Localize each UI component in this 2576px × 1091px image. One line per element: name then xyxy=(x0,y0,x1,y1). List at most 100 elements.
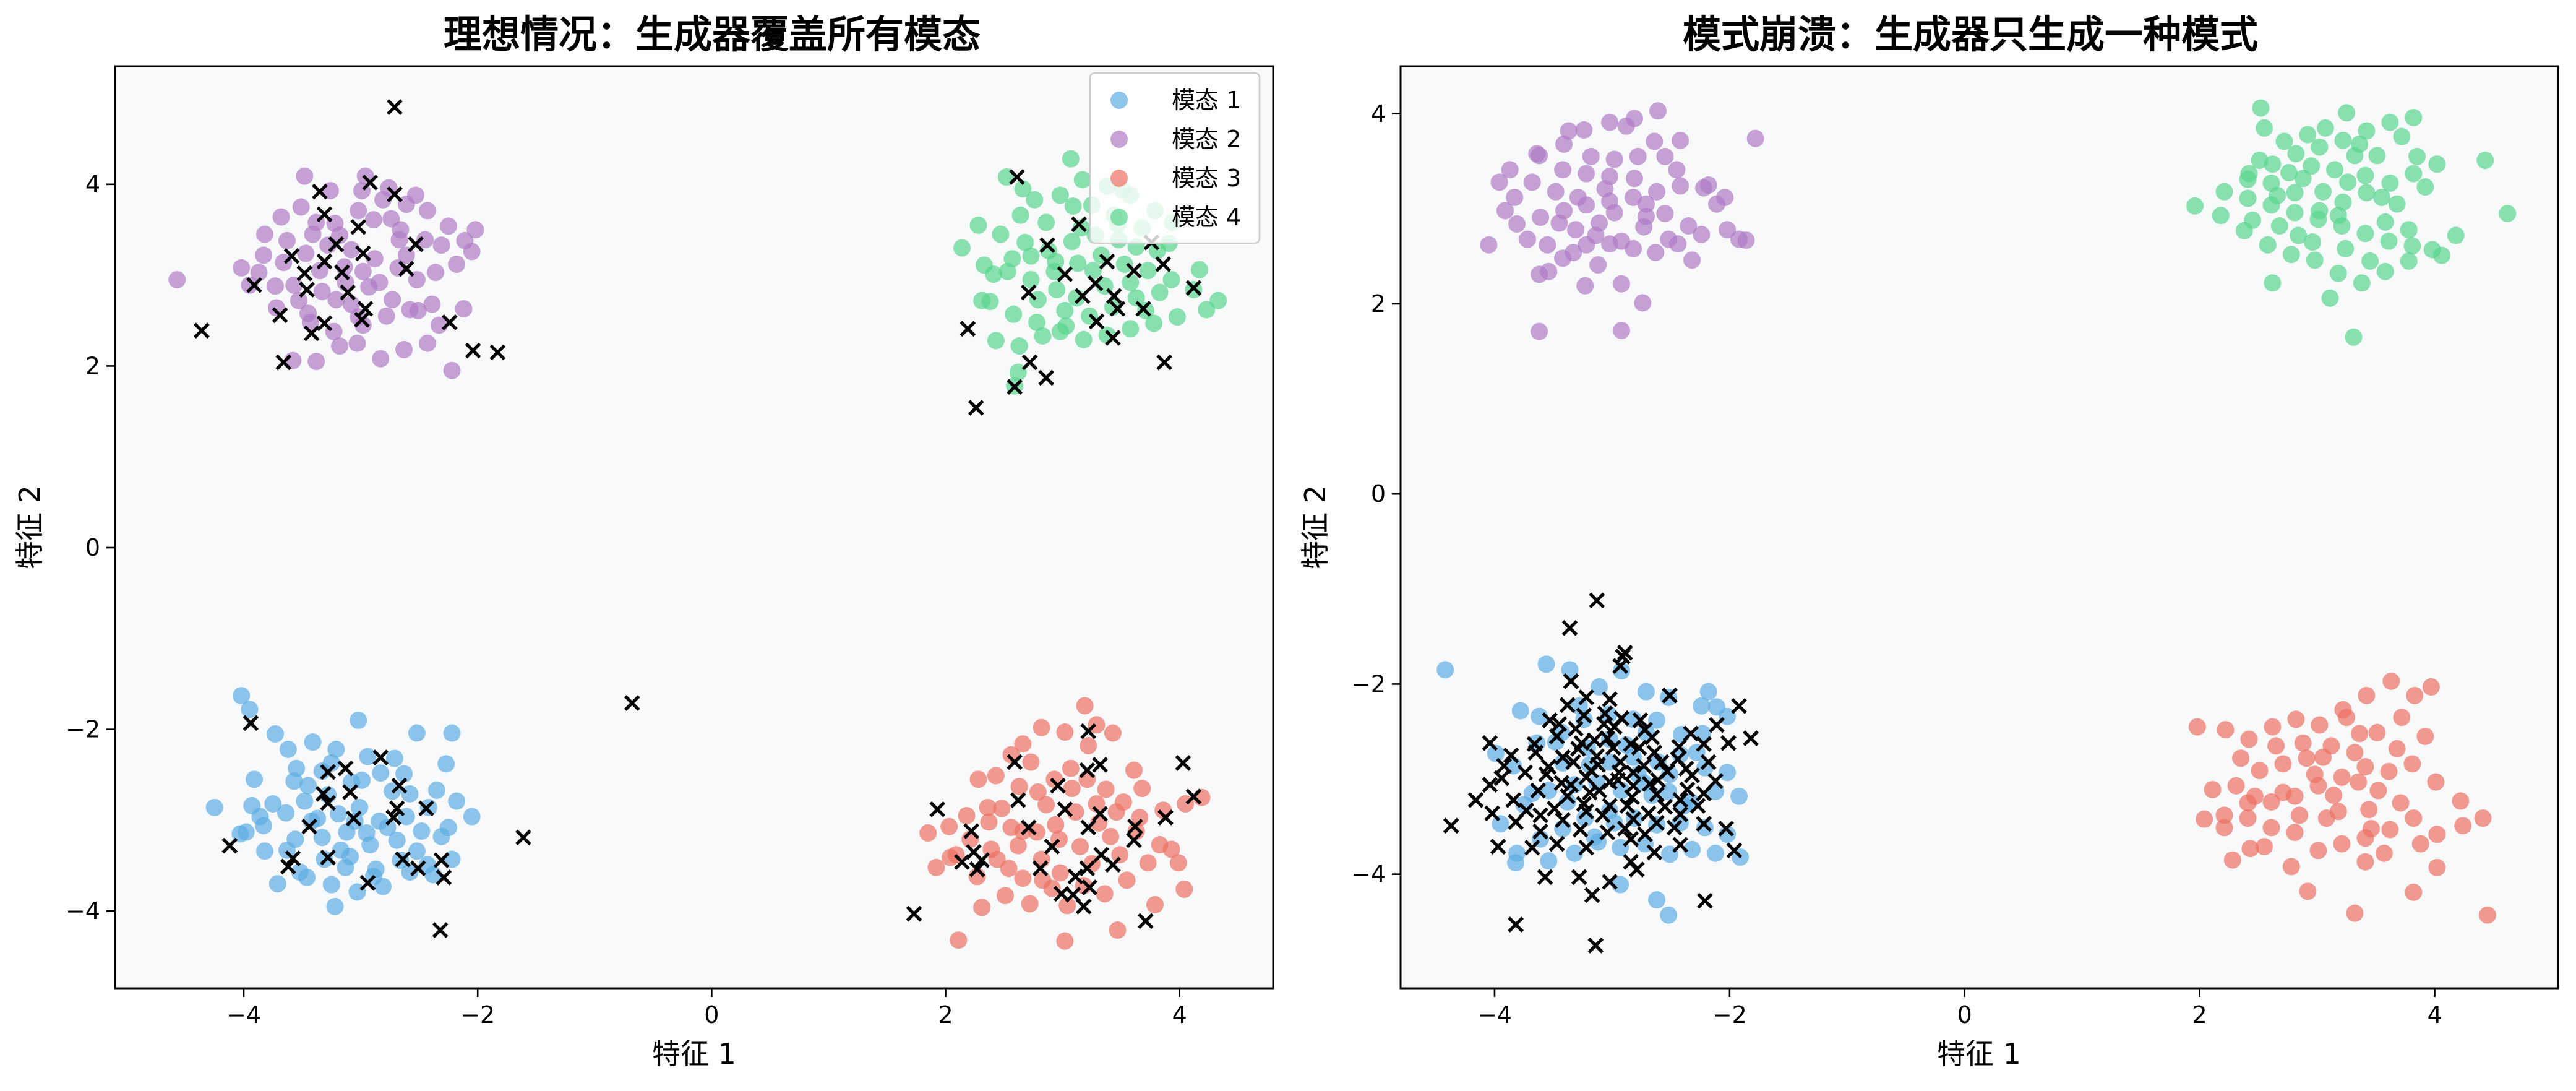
y-tick-label: 0 xyxy=(85,534,100,561)
real-sample-point xyxy=(1063,780,1081,798)
generated-sample-point xyxy=(1135,301,1151,317)
real-sample-point xyxy=(1047,816,1065,834)
generated-sample-point xyxy=(359,874,376,891)
real-sample-point xyxy=(168,270,186,288)
generated-sample-point xyxy=(1619,798,1636,814)
generated-sample-point xyxy=(1594,807,1611,824)
real-sample-point xyxy=(2196,810,2213,828)
real-sample-point xyxy=(985,265,1003,283)
generated-sample-point xyxy=(1640,805,1657,822)
real-sample-point xyxy=(1660,230,1678,248)
real-sample-point xyxy=(296,167,314,185)
generated-sample-point xyxy=(1527,744,1544,761)
real-sample-point xyxy=(1122,320,1140,338)
generated-sample-point xyxy=(1599,824,1616,840)
generated-sample-point xyxy=(1584,887,1600,903)
generated-sample-point xyxy=(968,400,984,416)
real-sample-point xyxy=(1672,131,1689,149)
generated-sample-point xyxy=(1517,764,1534,781)
generated-sample-point xyxy=(1009,169,1025,185)
generated-sample-point xyxy=(1602,874,1618,890)
chart-left-y-label: 特征 2 xyxy=(13,485,46,569)
generated-sample-point xyxy=(1559,788,1576,804)
generated-sample-point xyxy=(1087,275,1104,291)
real-sample-point xyxy=(1637,683,1655,701)
real-sample-point xyxy=(278,841,296,859)
real-sample-point xyxy=(1034,327,1052,345)
real-sample-point xyxy=(2346,904,2364,922)
real-sample-point xyxy=(1730,230,1748,248)
generated-sample-point xyxy=(1508,916,1524,933)
x-tick-label: 0 xyxy=(704,1001,719,1028)
generated-sample-point xyxy=(285,850,301,866)
legend-label-mode-2: 模态 2 xyxy=(1172,126,1241,153)
real-sample-point xyxy=(1009,837,1027,855)
real-sample-point xyxy=(1656,205,1674,223)
real-sample-point xyxy=(377,307,395,325)
real-sample-point xyxy=(292,198,310,216)
real-sample-point xyxy=(1487,744,1505,762)
real-sample-point xyxy=(2246,787,2264,805)
generated-sample-point xyxy=(1605,740,1621,756)
real-sample-point xyxy=(350,711,367,729)
real-sample-point xyxy=(2350,725,2368,743)
real-sample-point xyxy=(1069,254,1087,272)
generated-sample-point xyxy=(1576,707,1592,723)
chart-left-series-4 xyxy=(194,99,1202,938)
real-sample-point xyxy=(2290,226,2308,244)
chart-left-title: 理想情况：生成器覆盖所有模态 xyxy=(444,12,981,57)
chart-left-x-label: 特征 1 xyxy=(652,1037,736,1071)
generated-sample-point xyxy=(1683,725,1699,742)
generated-sample-point xyxy=(1524,839,1540,856)
real-sample-point xyxy=(1022,753,1040,771)
generated-sample-point xyxy=(398,261,414,277)
chart-left-marks xyxy=(168,99,1227,950)
legend-marker-mode-4 xyxy=(1110,209,1128,226)
generated-sample-point xyxy=(1720,735,1737,751)
real-sample-point xyxy=(1613,322,1631,340)
real-sample-point xyxy=(277,804,295,822)
generated-sample-point xyxy=(1578,839,1594,856)
real-sample-point xyxy=(246,770,264,788)
real-sample-point xyxy=(2381,113,2399,131)
real-sample-point xyxy=(255,246,273,264)
real-sample-point xyxy=(439,217,457,235)
generated-sample-point xyxy=(320,764,336,780)
generated-sample-point xyxy=(1443,817,1459,834)
real-sample-point xyxy=(1613,662,1631,679)
real-sample-point xyxy=(1198,301,1216,319)
real-sample-point xyxy=(2405,165,2423,183)
generated-sample-point xyxy=(1662,688,1678,704)
generated-sample-point xyxy=(1563,673,1579,689)
generated-sample-point xyxy=(1503,747,1519,764)
generated-sample-point xyxy=(1581,784,1598,801)
real-sample-point xyxy=(348,334,366,352)
real-sample-point xyxy=(256,225,274,243)
generated-sample-point xyxy=(1689,798,1706,814)
real-sample-point xyxy=(1047,252,1065,270)
real-sample-point xyxy=(1634,294,1652,312)
real-sample-point xyxy=(2329,207,2347,225)
generated-sample-point xyxy=(1099,253,1115,270)
real-sample-point xyxy=(2368,723,2386,741)
x-tick-label: 4 xyxy=(2427,1001,2442,1028)
real-sample-point xyxy=(1034,871,1052,889)
generated-sample-point xyxy=(1044,839,1060,855)
real-sample-point xyxy=(1699,683,1717,701)
real-sample-point xyxy=(2376,262,2394,280)
legend-item-mode-4: 模态 4 xyxy=(1110,204,1241,231)
y-tick-label: −2 xyxy=(1351,670,1386,697)
real-sample-point xyxy=(2333,835,2351,853)
generated-sample-point xyxy=(1020,819,1037,836)
real-sample-point xyxy=(1578,165,1595,183)
generated-sample-point xyxy=(969,861,985,878)
generated-sample-point xyxy=(1482,735,1498,751)
generated-sample-point xyxy=(1657,798,1673,815)
real-sample-point xyxy=(1625,188,1642,206)
generated-sample-point xyxy=(1081,879,1097,895)
real-sample-point xyxy=(1567,221,1585,239)
real-sample-point xyxy=(973,291,991,309)
real-sample-point xyxy=(1566,844,1584,862)
generated-sample-point xyxy=(1576,796,1592,812)
real-sample-point xyxy=(2286,204,2304,222)
